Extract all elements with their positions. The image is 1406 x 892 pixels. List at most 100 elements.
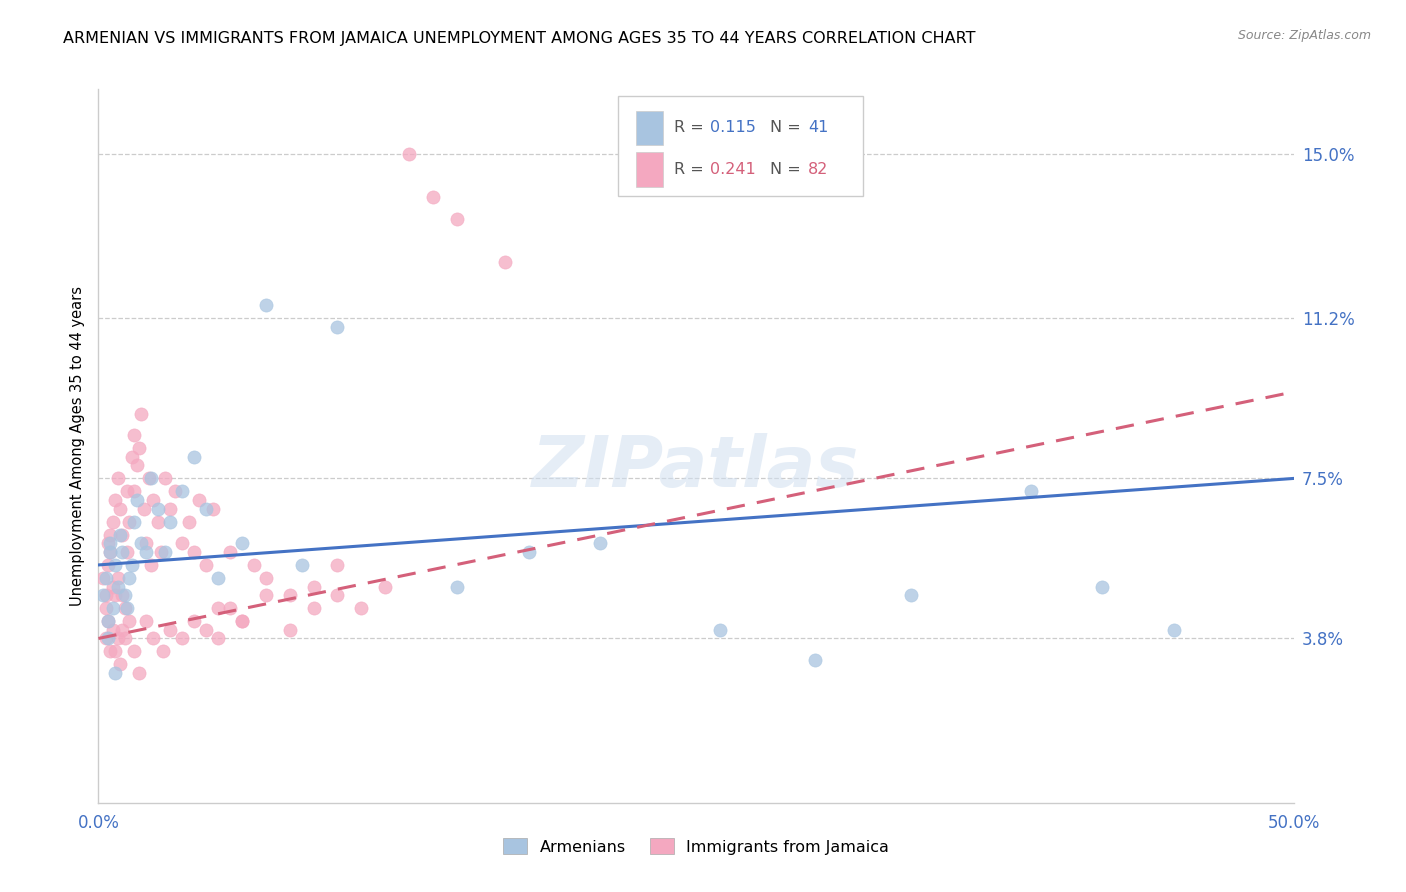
Point (114, 601, 136, 615)
Text: N =: N = (770, 162, 806, 177)
Point (804, 653, 827, 667)
Point (422, 190, 444, 204)
Point (219, 545, 242, 559)
Point (142, 632, 165, 646)
Point (179, 515, 201, 529)
Point (124, 515, 146, 529)
Point (94, 601, 117, 615)
Point (398, 147, 420, 161)
Point (149, 545, 172, 559)
Point (104, 558, 127, 572)
Point (183, 614, 205, 628)
Point (446, 580, 468, 594)
Point (183, 545, 205, 559)
Point (115, 545, 138, 559)
Text: Source: ZipAtlas.com: Source: ZipAtlas.com (1237, 29, 1371, 42)
FancyBboxPatch shape (637, 111, 662, 145)
Text: N =: N = (770, 120, 806, 136)
Point (101, 623, 124, 637)
Point (302, 601, 325, 615)
Point (900, 588, 922, 602)
Point (104, 666, 127, 681)
Y-axis label: Unemployment Among Ages 35 to 44 years: Unemployment Among Ages 35 to 44 years (69, 286, 84, 606)
Point (124, 428, 146, 442)
Point (231, 536, 253, 550)
Point (132, 501, 155, 516)
Point (278, 588, 301, 602)
Point (172, 536, 194, 550)
FancyBboxPatch shape (619, 96, 863, 196)
Point (131, 536, 153, 550)
Point (254, 298, 277, 312)
Point (98, 527, 122, 541)
Point (183, 450, 205, 464)
Point (118, 515, 141, 529)
Point (187, 493, 209, 508)
Point (97, 558, 120, 572)
Point (195, 558, 218, 572)
Point (111, 623, 134, 637)
Point (326, 558, 349, 572)
Point (94, 588, 117, 602)
Point (207, 601, 229, 615)
Point (91, 588, 114, 602)
Point (207, 571, 229, 585)
Point (589, 536, 612, 550)
Point (139, 471, 162, 485)
Point (195, 501, 218, 516)
Point (709, 623, 731, 637)
Point (91, 571, 114, 585)
Point (1091, 580, 1114, 594)
Point (107, 571, 129, 585)
Point (148, 501, 170, 516)
Point (207, 632, 229, 646)
Point (104, 493, 127, 508)
Point (101, 580, 124, 594)
Point (231, 614, 253, 628)
Point (219, 601, 242, 615)
Point (139, 558, 162, 572)
Point (254, 588, 277, 602)
Point (124, 484, 146, 499)
Point (254, 571, 277, 585)
Point (148, 515, 170, 529)
Point (291, 558, 314, 572)
Text: R =: R = (675, 162, 710, 177)
Text: R =: R = (675, 120, 710, 136)
Point (111, 588, 134, 602)
Point (517, 545, 540, 559)
Point (125, 458, 148, 473)
Point (97, 536, 120, 550)
Text: 0.241: 0.241 (710, 162, 756, 177)
Point (278, 623, 301, 637)
Point (97, 614, 120, 628)
Point (94, 632, 117, 646)
Point (97, 614, 120, 628)
Point (138, 471, 160, 485)
Point (98, 536, 122, 550)
Point (107, 471, 129, 485)
Point (155, 471, 177, 485)
Point (94, 571, 117, 585)
Point (172, 632, 194, 646)
Point (231, 614, 253, 628)
Text: ARMENIAN VS IMMIGRANTS FROM JAMAICA UNEMPLOYMENT AMONG AGES 35 TO 44 YEARS CORRE: ARMENIAN VS IMMIGRANTS FROM JAMAICA UNEM… (63, 31, 976, 46)
Point (135, 536, 157, 550)
Point (155, 545, 177, 559)
Point (98, 644, 122, 658)
Point (118, 571, 141, 585)
Point (108, 501, 131, 516)
Point (124, 644, 146, 658)
Point (121, 450, 143, 464)
Point (97, 632, 120, 646)
Point (98, 545, 122, 559)
Point (111, 527, 134, 541)
Point (118, 614, 141, 628)
Point (159, 515, 181, 529)
Point (243, 558, 266, 572)
Point (108, 657, 131, 672)
Point (104, 588, 127, 602)
Point (172, 484, 194, 499)
Point (350, 601, 373, 615)
Point (446, 211, 468, 226)
